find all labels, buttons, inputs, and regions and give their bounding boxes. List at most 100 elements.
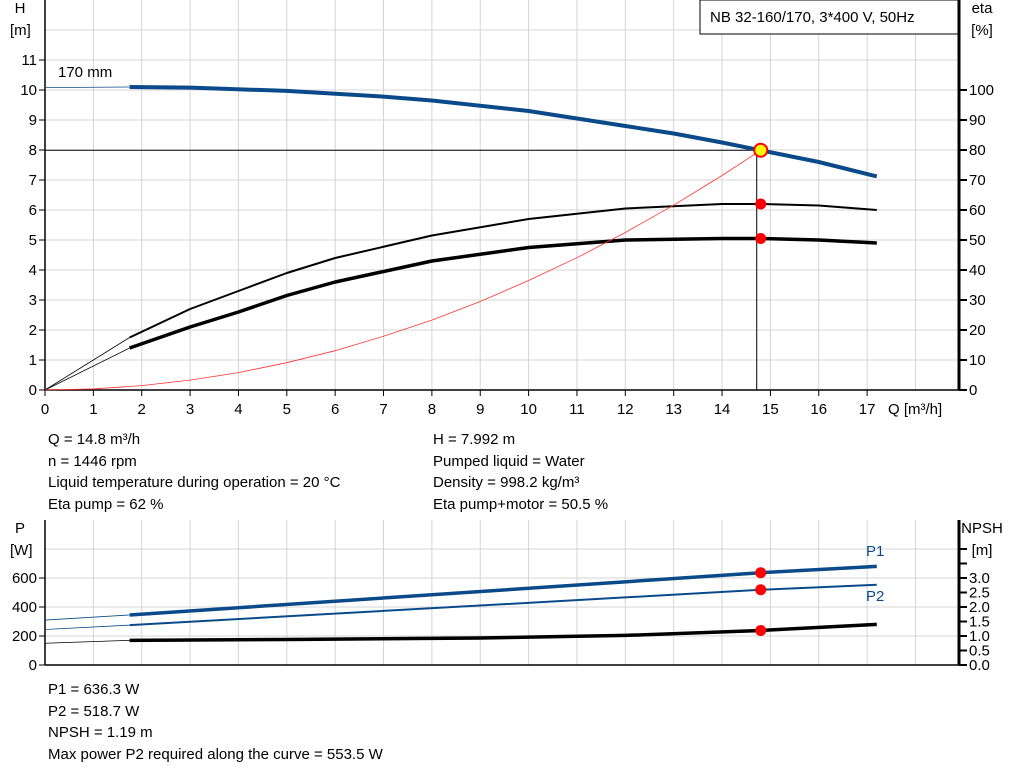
npsh-curve-extrapolated	[44, 639, 130, 644]
p1-curve-extrapolated	[44, 614, 130, 621]
performance-chart: 012345678910110102030405060708090100H[m]…	[10, 0, 994, 418]
y-right-tick-label: 60	[969, 202, 986, 219]
p2-point	[755, 584, 767, 596]
y-left-tick-label: 600	[12, 570, 37, 587]
x-tick-label: 15	[762, 401, 779, 418]
y-left-tick-label: 5	[29, 232, 37, 249]
p1-point	[755, 567, 767, 579]
npsh-point	[755, 624, 767, 636]
eta-total-point	[755, 233, 767, 244]
duty-point	[753, 142, 769, 158]
chart-title: NB 32-160/170, 3*400 V, 50Hz	[710, 9, 915, 26]
y-left-tick-label: 1	[29, 352, 37, 369]
eta_total-curve-extrapolated	[44, 347, 130, 391]
y-right-tick-label: 3.0	[969, 570, 990, 587]
y-right-tick-label: 0.0	[969, 657, 990, 674]
y-right-tick-label: 70	[969, 172, 986, 189]
x-tick-label: 8	[428, 401, 436, 418]
y-left-label: H	[15, 0, 26, 17]
system-curve	[44, 149, 761, 391]
y-left-tick-label: 10	[20, 82, 37, 99]
info-n: n = 1446 rpm	[48, 452, 137, 470]
y-left-tick-label: 2	[29, 322, 37, 339]
y-left-tick-label: 3	[29, 292, 37, 309]
info-right: H = 7.992 m Pumped liquid = Water Densit…	[433, 429, 608, 515]
y-right-tick-label: 1.0	[969, 628, 990, 645]
y-left-tick-label: 200	[12, 628, 37, 645]
title-box	[699, 0, 959, 35]
x-tick-label: 12	[617, 401, 634, 418]
y-right-tick-label: 100	[969, 82, 994, 99]
head-curve-extrapolated	[44, 86, 130, 88]
eta_total-curve	[129, 236, 877, 350]
info-npsh: NPSH = 1.19 m	[48, 724, 153, 741]
info-p2: P2 = 518.7 W	[48, 702, 140, 720]
x-tick-label: 5	[283, 401, 291, 418]
x-tick-label: 3	[186, 401, 194, 418]
info-temp: Liquid temperature during operation = 20…	[48, 474, 341, 491]
x-tick-label: 2	[138, 401, 146, 418]
y-right-tick-label: 40	[969, 262, 986, 279]
y-right-tick-label: 30	[969, 292, 986, 309]
info-bottom: P1 = 636.3 W P2 = 518.7 W NPSH = 1.19 m …	[48, 679, 383, 765]
y-left-tick-label: 11	[21, 52, 37, 69]
y-left-tick-label: 9	[29, 112, 37, 129]
impeller-annotation: 170 mm	[58, 64, 112, 81]
x-tick-label: 13	[665, 401, 682, 418]
y-right-tick-label: 90	[969, 112, 986, 129]
y-left-unit: [W]	[10, 542, 33, 559]
x-tick-label: 11	[569, 401, 585, 418]
y-right-tick-label: 80	[969, 142, 986, 159]
x-tick-label: 14	[714, 401, 731, 418]
y-right-tick-label: 0	[969, 382, 977, 399]
x-tick-label: 10	[520, 401, 537, 418]
y-right-unit: [m]	[972, 542, 993, 559]
x-axis-label: Q [m³/h]	[888, 401, 942, 418]
info-density: Density = 998.2 kg/m³	[433, 474, 580, 491]
y-left-tick-label: 0	[29, 382, 37, 399]
y-left-unit: [m]	[10, 22, 31, 39]
x-tick-label: 0	[41, 401, 49, 418]
y-right-unit: [%]	[971, 22, 993, 39]
info-eta-pump: Eta pump = 62 %	[48, 495, 164, 513]
info-max-p2: Max power P2 required along the curve = …	[48, 745, 383, 763]
y-right-tick-label: 50	[969, 232, 986, 249]
y-left-tick-label: 8	[29, 142, 37, 159]
y-left-tick-label: 4	[29, 262, 37, 279]
y-left-label: P	[15, 520, 25, 537]
x-tick-label: 1	[89, 401, 97, 418]
y-right-tick-label: 0.5	[969, 643, 990, 660]
x-tick-label: 17	[859, 401, 876, 418]
eta_pump-curve	[129, 203, 877, 339]
y-right-label: NPSH	[961, 520, 1003, 537]
x-tick-label: 9	[476, 401, 484, 418]
x-tick-label: 7	[379, 401, 387, 418]
y-right-tick-label: 1.5	[969, 614, 990, 631]
eta-pump-point	[755, 198, 767, 210]
p2-label: P2	[866, 588, 884, 605]
y-left-tick-label: 0	[29, 657, 37, 674]
info-eta-total: Eta pump+motor = 50.5 %	[433, 495, 609, 513]
info-left: Q = 14.8 m³/h n = 1446 rpm Liquid temper…	[48, 429, 340, 515]
y-left-tick-label: 7	[29, 172, 37, 189]
head-curve	[129, 85, 878, 179]
x-tick-label: 6	[331, 401, 339, 418]
y-right-label: eta	[972, 0, 994, 17]
x-tick-label: 4	[234, 401, 242, 418]
y-left-tick-label: 400	[12, 599, 37, 616]
info-liquid: Pumped liquid = Water	[433, 452, 585, 470]
info-p1: P1 = 636.3 W	[48, 681, 140, 698]
y-right-tick-label: 10	[969, 352, 986, 369]
info-h: H = 7.992 m	[433, 431, 516, 448]
info-q: Q = 14.8 m³/h	[48, 431, 141, 448]
y-left-tick-label: 6	[29, 202, 37, 219]
y-right-tick-label: 2.0	[969, 599, 990, 616]
y-right-tick-label: 2.5	[969, 585, 990, 602]
y-right-tick-label: 20	[969, 322, 986, 339]
power-npsh-chart: 0 200 400 600 0.00.51.01.52.02.53.0 P [W] NPSH […	[10, 520, 1003, 674]
npsh-curve	[129, 622, 877, 643]
eta_pump-curve-extrapolated	[44, 337, 130, 391]
p1-label: P1	[866, 543, 884, 560]
p2-curve-extrapolated	[44, 624, 130, 630]
